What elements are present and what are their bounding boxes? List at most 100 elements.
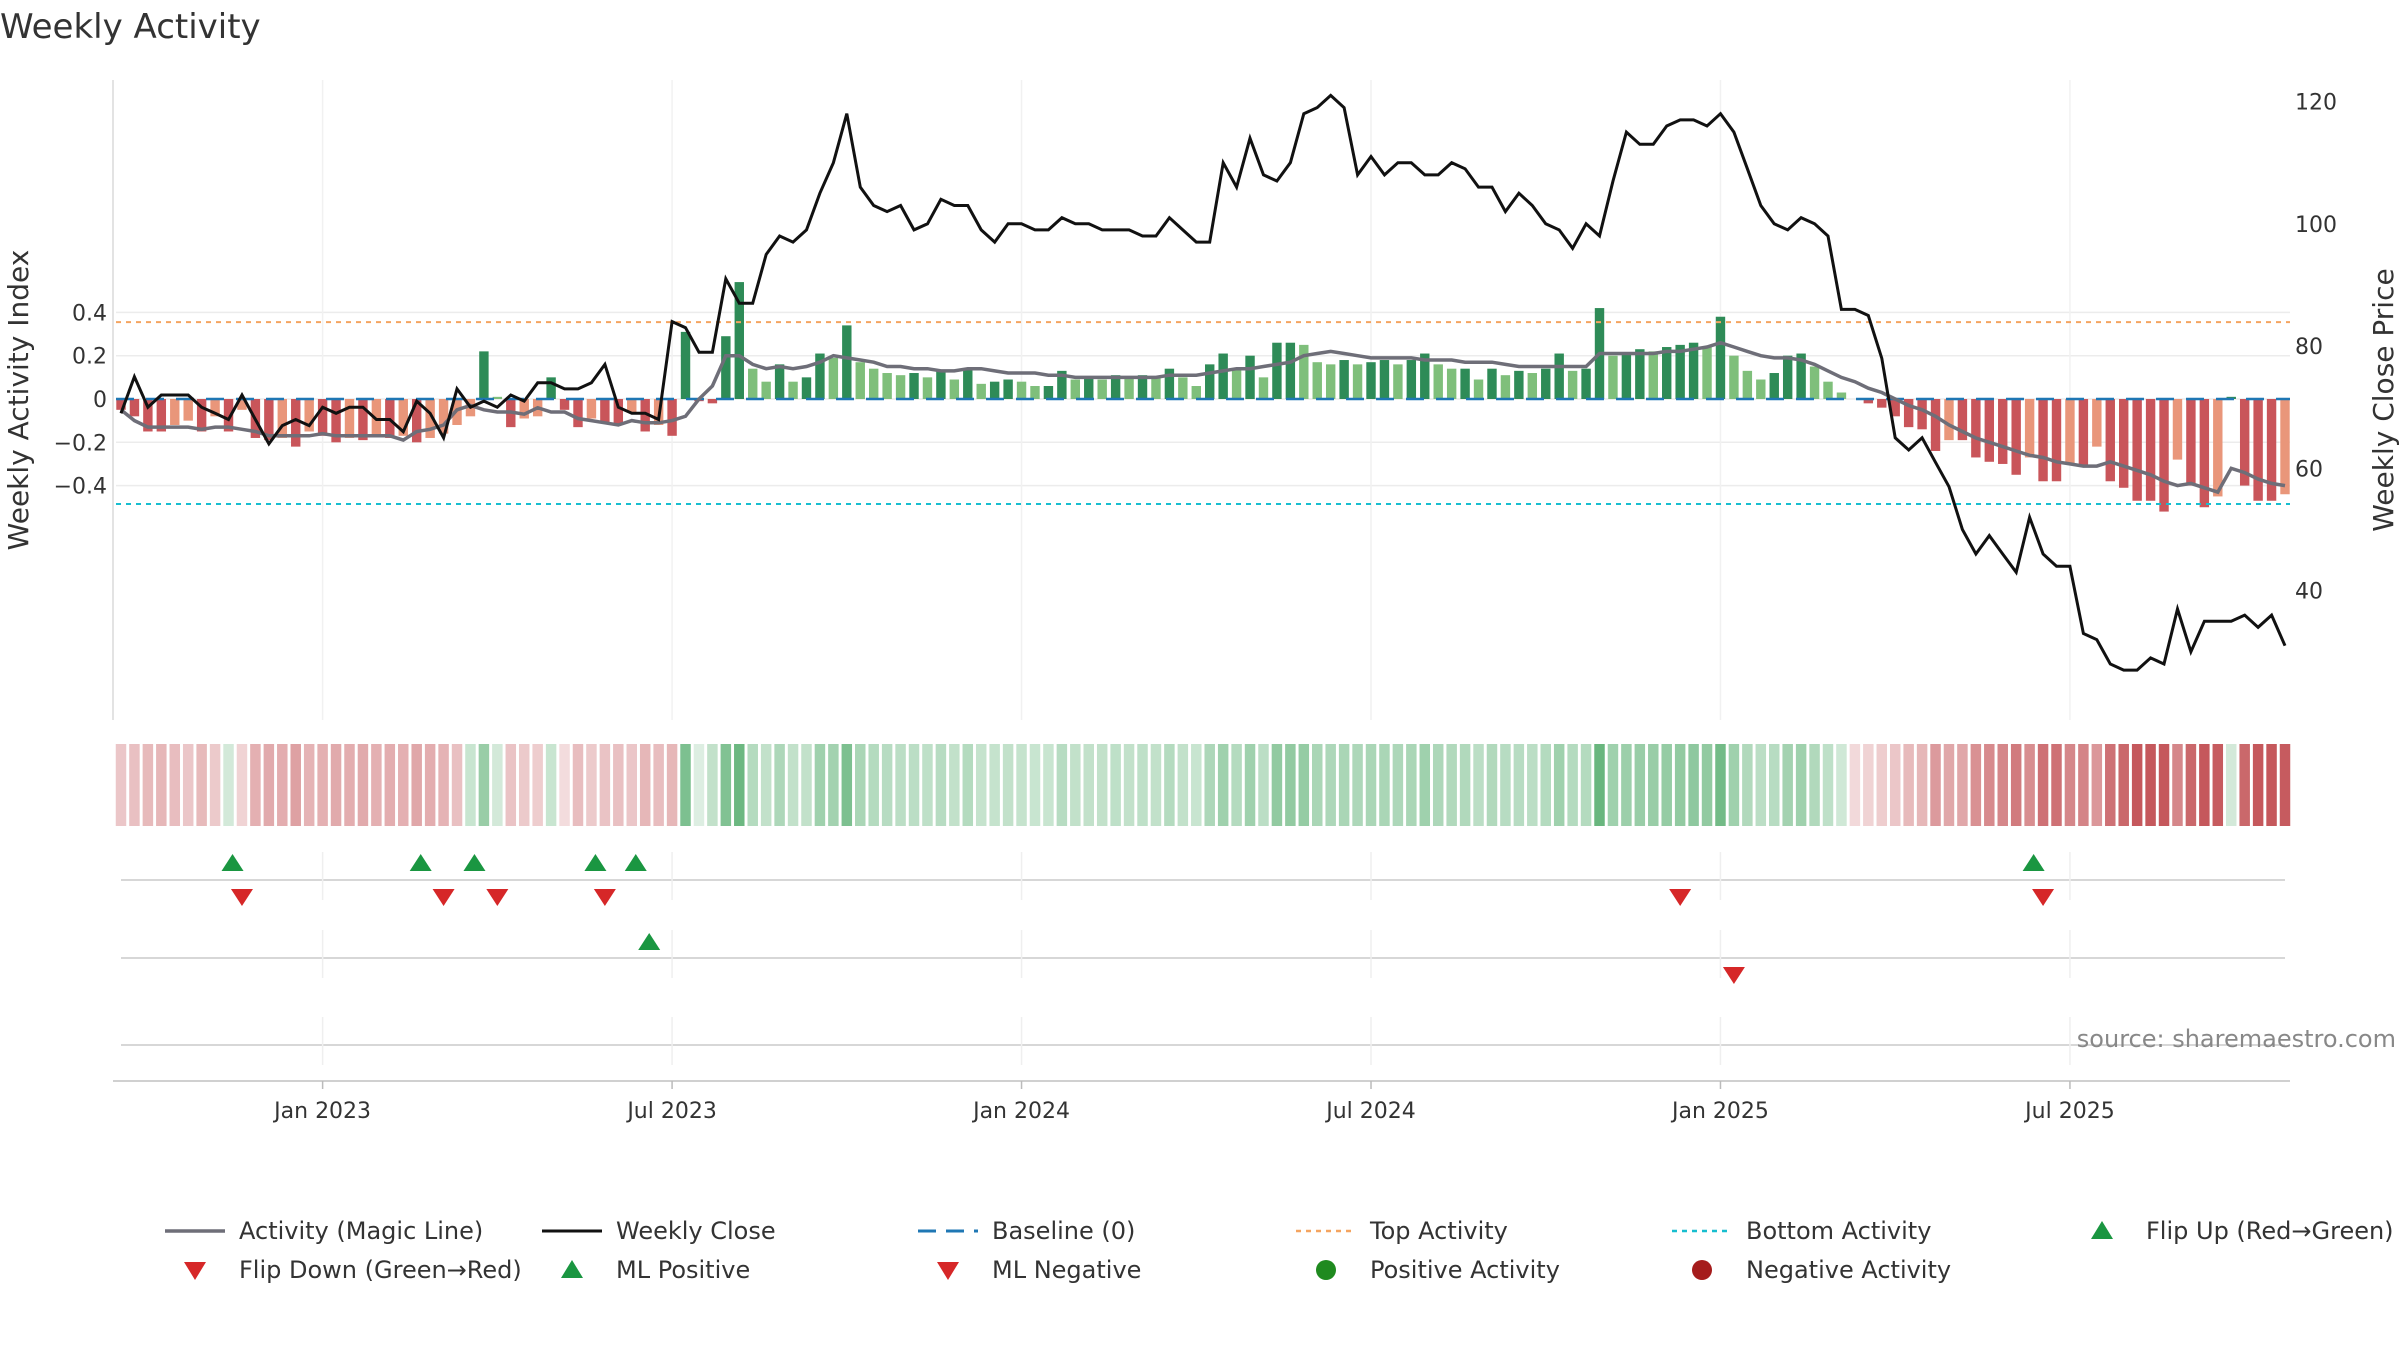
activity-bar <box>1877 399 1887 408</box>
activity-bar <box>358 399 368 441</box>
activity-band-cell <box>1943 744 1955 826</box>
activity-band-cell <box>357 744 369 826</box>
activity-band-cell <box>1164 744 1175 826</box>
activity-band-cell <box>1836 744 1847 826</box>
activity-bar <box>922 377 933 399</box>
activity-bar <box>1930 399 1941 451</box>
y-tick-label: 0 <box>93 388 107 413</box>
activity-bar <box>1460 368 1470 399</box>
activity-bar <box>1245 355 1255 399</box>
legend-swatch <box>2091 1221 2113 1239</box>
activity-band-cell <box>344 744 355 826</box>
activity-bar <box>1406 360 1417 399</box>
x-tick-label: Jan 2025 <box>1670 1099 1769 1124</box>
activity-bar <box>156 399 167 432</box>
activity-band-cell <box>1594 744 1605 826</box>
x-tick-label: Jul 2023 <box>625 1099 717 1124</box>
activity-band-cell <box>720 744 732 826</box>
activity-band-cell <box>505 744 517 826</box>
activity-band-cell <box>1473 744 1484 826</box>
reference-lines <box>116 321 2290 506</box>
x-tick-label: Jul 2025 <box>2023 1099 2115 1124</box>
activity-band-cell <box>1903 744 1914 826</box>
activity-bar <box>774 364 785 399</box>
legend-item-close: Weekly Close <box>542 1217 776 1245</box>
activity-bar <box>1299 344 1309 399</box>
activity-bar <box>586 399 597 419</box>
activity-band-cell <box>1634 744 1646 826</box>
activity-band-cell <box>1970 744 1982 826</box>
activity-bar <box>371 399 382 436</box>
legend-item-top: Top Activity <box>1296 1217 1508 1245</box>
activity-bar <box>815 353 825 399</box>
activity-bar <box>1446 368 1457 399</box>
flip-up-marker <box>2022 854 2045 871</box>
activity-band-cell <box>1419 744 1431 826</box>
activity-bar <box>1191 386 1201 399</box>
legend-swatch <box>561 1260 583 1278</box>
activity-band-cell <box>680 744 691 826</box>
flip-down-marker <box>1669 889 1692 906</box>
legend-label: Flip Up (Red→Green) <box>2146 1217 2394 1245</box>
activity-band-cell <box>1621 744 1632 826</box>
activity-bar <box>680 331 691 399</box>
activity-bar <box>438 399 449 434</box>
activity-band-cell <box>1553 744 1565 826</box>
activity-bar <box>989 381 1000 399</box>
activity-band-cell <box>1231 744 1242 826</box>
activity-band-cell <box>1096 744 1108 826</box>
activity-bar <box>640 399 650 432</box>
activity-bar <box>761 381 771 399</box>
activity-band-cell <box>223 744 234 826</box>
x-tick-label: Jan 2023 <box>272 1099 371 1124</box>
activity-bar <box>2159 399 2169 512</box>
activity-band-cell <box>156 744 167 826</box>
activity-bar <box>1057 370 1067 399</box>
y2-tick-label: 40 <box>2295 580 2323 605</box>
activity-band-cell <box>1016 744 1027 826</box>
activity-bar <box>1043 386 1054 399</box>
x-axis: Jan 2023 Jul 2023 Jan 2024 Jul 2024 Jan 2025… <box>113 1080 2290 1124</box>
activity-band-cell <box>1459 744 1471 826</box>
activity-bar <box>1608 355 1618 399</box>
activity-band-cell <box>330 744 342 826</box>
activity-band-cell <box>1298 744 1310 826</box>
activity-band-cell <box>371 744 382 826</box>
legend-item-pos_act: Positive Activity <box>1316 1256 1560 1284</box>
legend-item-magic: Activity (Magic Line) <box>165 1217 483 1245</box>
activity-band-cell <box>1728 744 1740 826</box>
activity-bar <box>2280 399 2290 495</box>
activity-bar <box>1352 364 1363 399</box>
activity-band-cell <box>1150 744 1162 826</box>
activity-bar <box>2172 399 2183 460</box>
activity-band-cell <box>478 744 490 826</box>
activity-band-cell <box>1742 744 1753 826</box>
activity-bar <box>1393 364 1403 399</box>
activity-band-cell <box>2064 744 2076 826</box>
legend-label: Weekly Close <box>616 1217 776 1245</box>
activity-band-cell <box>908 744 920 826</box>
activity-bar <box>1339 360 1349 399</box>
activity-band-cell <box>1217 744 1229 826</box>
activity-bar <box>1164 368 1175 399</box>
activity-band-cell <box>653 744 664 826</box>
activity-band-cell <box>1769 744 1780 826</box>
activity-bar <box>1420 353 1430 399</box>
activity-bar <box>1971 399 1981 458</box>
activity-band-cell <box>599 744 611 826</box>
x-tick-label: Jan 2024 <box>971 1099 1070 1124</box>
activity-band-cell <box>787 744 799 826</box>
magic-line <box>119 340 2286 495</box>
activity-bar <box>2253 399 2263 501</box>
activity-bar <box>1675 344 1685 399</box>
activity-band-cell <box>1285 744 1296 826</box>
activity-band-cell <box>1070 744 1081 826</box>
activity-bar <box>1084 377 1094 399</box>
activity-band-cell <box>424 744 436 826</box>
activity-bar <box>1567 370 1578 399</box>
activity-band-cell <box>814 744 826 826</box>
activity-band-cell <box>236 744 248 826</box>
activity-band-cell <box>935 744 947 826</box>
activity-bar <box>1178 377 1188 399</box>
